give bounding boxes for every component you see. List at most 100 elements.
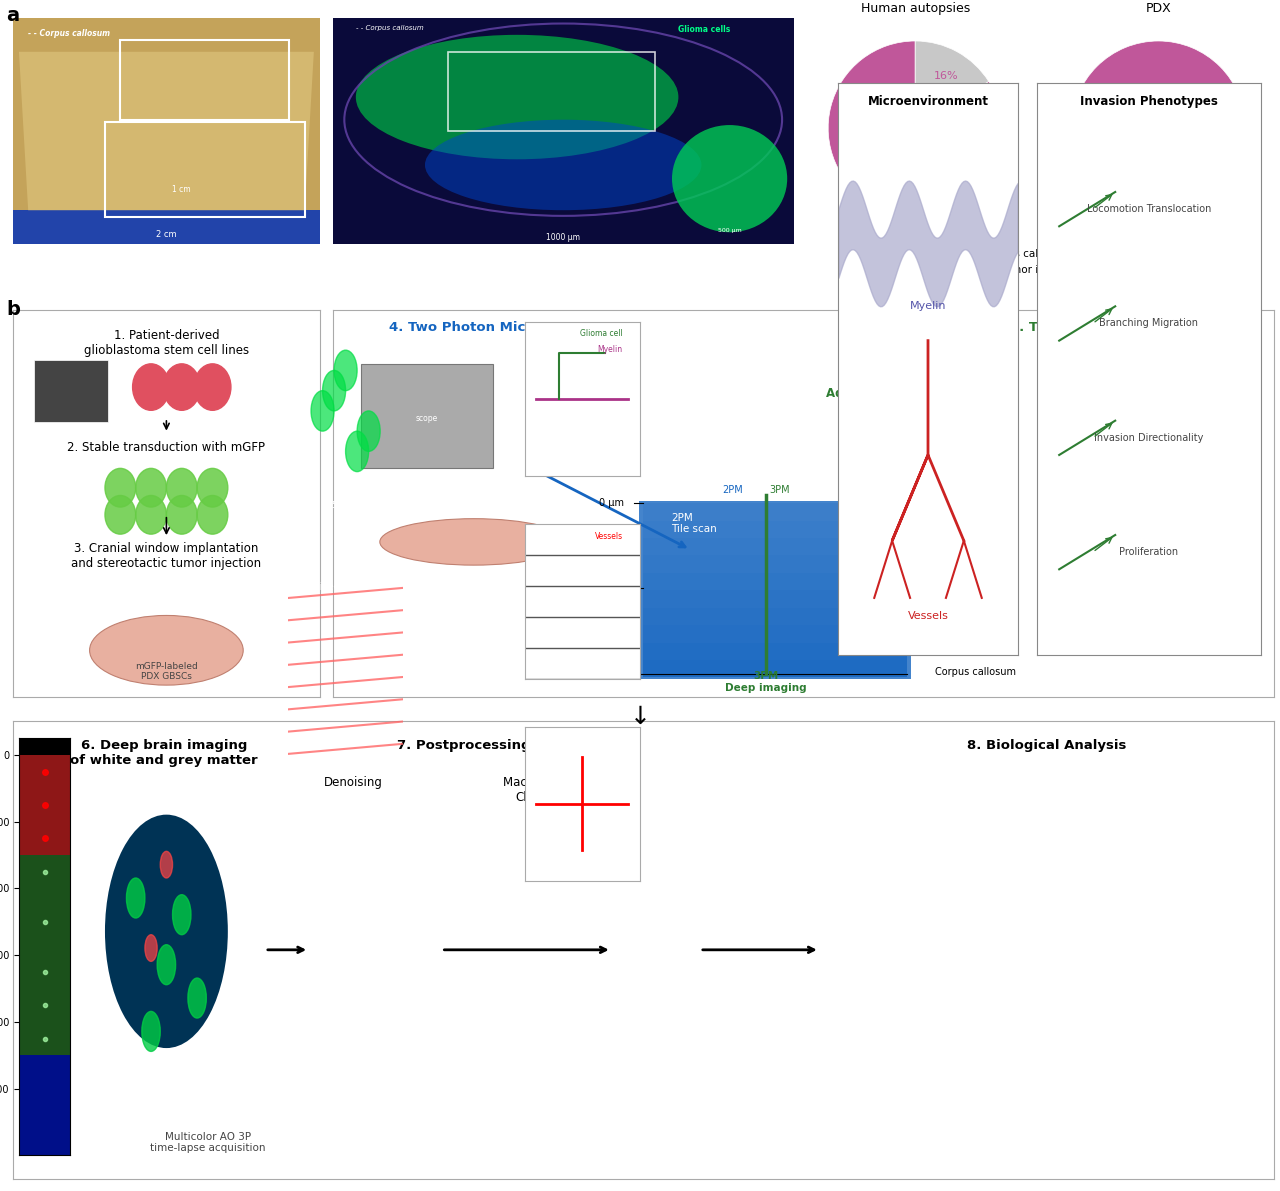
Text: 2. Stable transduction with mGFP: 2. Stable transduction with mGFP [68, 441, 265, 454]
Text: tissue: tissue [924, 445, 946, 453]
FancyBboxPatch shape [644, 520, 906, 538]
Text: 1200 μm: 1200 μm [581, 668, 625, 679]
Text: Vessels: Vessels [595, 531, 623, 541]
Text: 3PM
Deep imaging: 3PM Deep imaging [724, 672, 806, 693]
Text: Branching Migration: Branching Migration [1100, 318, 1198, 329]
Text: 1 cm: 1 cm [173, 185, 191, 194]
Bar [19, 855, 70, 1055]
FancyBboxPatch shape [644, 625, 906, 643]
Text: Multicolor AO 3P
time-lapse acquisition: Multicolor AO 3P time-lapse acquisition [151, 1131, 266, 1153]
Circle shape [188, 978, 206, 1018]
Text: 16%: 16% [933, 70, 957, 81]
Text: Adaptive Optics: Adaptive Optics [826, 387, 931, 400]
Circle shape [197, 495, 228, 535]
Wedge shape [915, 40, 988, 129]
FancyBboxPatch shape [644, 643, 906, 660]
Text: scope: scope [1093, 429, 1115, 438]
Text: Vessels: Vessels [908, 611, 948, 621]
Text: 50 μm: 50 μm [333, 763, 358, 772]
Ellipse shape [425, 119, 701, 210]
Ellipse shape [1076, 530, 1245, 569]
Circle shape [133, 363, 169, 410]
Text: Machine Learning
Classification: Machine Learning Classification [503, 775, 607, 804]
Bar [448, 51, 655, 131]
Text: Denoising: Denoising [324, 775, 383, 788]
Wedge shape [1071, 40, 1245, 216]
Wedge shape [828, 40, 1002, 216]
FancyBboxPatch shape [1165, 416, 1251, 467]
Title: PDX: PDX [1146, 2, 1171, 15]
FancyBboxPatch shape [1048, 384, 1161, 476]
Ellipse shape [672, 125, 787, 232]
Text: 100%: 100% [1139, 121, 1178, 135]
Text: Raw: Raw [294, 320, 315, 330]
Title: Human autopsies: Human autopsies [860, 2, 970, 15]
Circle shape [136, 495, 166, 535]
Text: 3PM: 3PM [769, 486, 790, 495]
Circle shape [142, 1011, 160, 1052]
Circle shape [127, 878, 145, 918]
FancyBboxPatch shape [644, 573, 906, 591]
Circle shape [346, 431, 369, 472]
FancyBboxPatch shape [869, 384, 1001, 526]
Circle shape [145, 935, 157, 961]
Ellipse shape [356, 35, 678, 160]
Text: mGFP-labeled
PDX GBSCs: mGFP-labeled PDX GBSCs [134, 662, 198, 681]
Text: a: a [6, 6, 19, 25]
Text: 🔬: 🔬 [1204, 436, 1211, 447]
Polygon shape [333, 18, 794, 244]
Text: Glioma cells: Glioma cells [678, 25, 731, 33]
Bar [19, 1055, 70, 1155]
Polygon shape [19, 51, 314, 210]
Text: ↓: ↓ [630, 705, 650, 729]
Text: Glioma cell: Glioma cell [580, 330, 623, 338]
Text: 4. Two Photon Microscopy: 4. Two Photon Microscopy [389, 322, 585, 335]
Text: Microenvironment: Microenvironment [868, 95, 988, 108]
Text: 1. Patient-derived
glioblastoma stem cell lines: 1. Patient-derived glioblastoma stem cel… [83, 329, 250, 357]
Text: 5. Three Photon Microscopy: 5. Three Photon Microscopy [1010, 322, 1220, 335]
Circle shape [166, 495, 197, 535]
Text: 6. Deep brain imaging
of white and grey matter: 6. Deep brain imaging of white and grey … [70, 738, 257, 767]
FancyBboxPatch shape [644, 555, 906, 573]
Text: Corpus callosum: Corpus callosum [934, 667, 1016, 676]
Text: Myelin: Myelin [910, 300, 946, 311]
FancyBboxPatch shape [644, 660, 906, 678]
FancyBboxPatch shape [644, 538, 906, 555]
Text: 0 μm: 0 μm [599, 498, 625, 509]
FancyBboxPatch shape [361, 364, 493, 468]
Circle shape [160, 852, 173, 878]
Text: 2PM: 2PM [722, 486, 742, 495]
Text: 3. Cranial window implantation
and stereotactic tumor injection: 3. Cranial window implantation and stere… [72, 542, 261, 570]
Bar [19, 755, 70, 855]
Text: Myelin: Myelin [598, 345, 623, 354]
Ellipse shape [105, 815, 228, 1048]
Polygon shape [13, 18, 320, 244]
Circle shape [311, 391, 334, 431]
Text: scope: scope [416, 413, 438, 423]
Text: b: b [6, 300, 20, 319]
Text: Locomotion Translocation: Locomotion Translocation [1087, 204, 1211, 214]
Text: Denoised: Denoised [294, 582, 339, 592]
Text: Invasion Directionality: Invasion Directionality [1094, 432, 1203, 443]
Text: 500 μm: 500 μm [718, 229, 741, 233]
Text: - - Corpus callosum: - - Corpus callosum [356, 25, 424, 31]
FancyBboxPatch shape [892, 520, 977, 560]
Ellipse shape [90, 616, 243, 685]
Text: 8. Biological Analysis: 8. Biological Analysis [966, 738, 1126, 752]
Text: 500 μm: 500 μm [588, 584, 625, 593]
Polygon shape [13, 210, 320, 244]
Text: 2 cm: 2 cm [156, 230, 177, 239]
Text: 50 μm: 50 μm [333, 501, 358, 510]
Text: 84%: 84% [900, 139, 931, 152]
Text: - - Corpus callosum: - - Corpus callosum [28, 29, 110, 38]
Circle shape [136, 468, 166, 507]
FancyBboxPatch shape [639, 501, 911, 679]
Text: Proliferation: Proliferation [1119, 547, 1179, 557]
Circle shape [357, 411, 380, 451]
Text: 1000 μm: 1000 μm [547, 232, 580, 242]
FancyBboxPatch shape [35, 360, 108, 422]
FancyBboxPatch shape [644, 591, 906, 607]
Bar [120, 40, 289, 119]
Circle shape [157, 944, 175, 985]
Circle shape [323, 370, 346, 411]
